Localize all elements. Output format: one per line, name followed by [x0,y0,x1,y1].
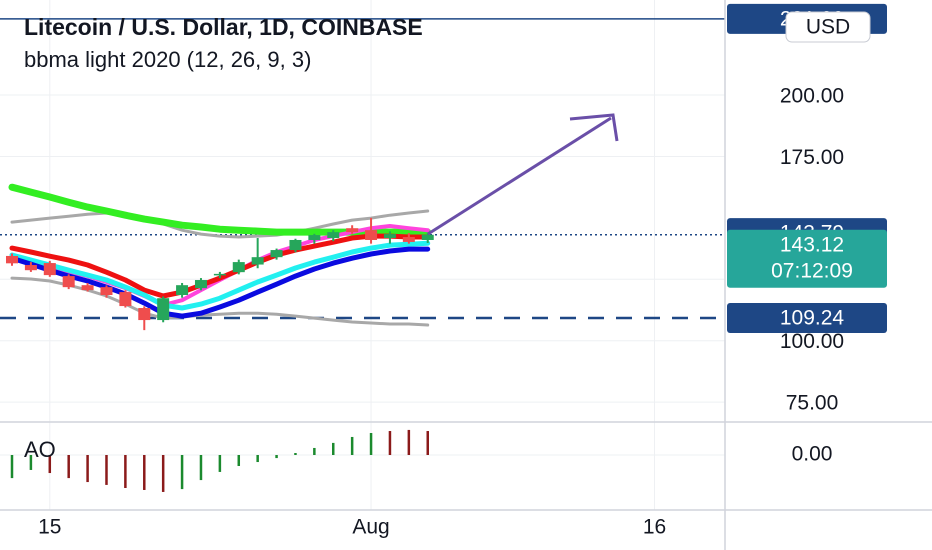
trend-arrow [427,113,619,236]
candle-body [81,285,94,291]
indicator-label: bbma light 2020 (12, 26, 9, 3) [24,47,311,72]
currency-button-frame[interactable] [785,11,871,43]
arrow-shaft [427,116,612,236]
candle-body [194,280,207,289]
candle-body [24,265,37,271]
indicator-line [9,240,431,311]
currency-button[interactable]: USD [785,11,871,43]
indicator-line [9,233,431,299]
candle-body [402,237,415,242]
candle-body [327,232,340,239]
candle-body [176,285,189,296]
candle-body [62,276,75,288]
y-tick-label: 0.00 [792,443,833,466]
indicator-line [8,183,432,236]
oscillator-label: AO [24,437,56,462]
x-tick-label: Aug [352,516,389,539]
countdown-label: 07:12:09 [771,259,853,282]
candle-body [289,239,302,251]
axes: 75.00100.00125.00175.00200.0015Aug160.00… [38,3,887,539]
x-tick-label: 15 [38,516,61,539]
candle-body [346,228,359,233]
arrow-head [569,113,619,142]
ao-pane [10,429,429,492]
price-box [727,302,887,333]
candle-body [383,234,396,239]
candle-body [232,262,245,273]
candle-body [421,234,434,240]
candle-body [251,257,264,265]
candle-body [270,250,283,258]
candle-body [138,308,151,321]
indicator-line [10,209,430,239]
y-tick-label: 200.00 [780,85,844,108]
candle-body [365,230,378,240]
x-tick-label: 16 [643,516,666,539]
candle-body [100,287,113,296]
y-tick-label: 175.00 [780,146,844,169]
indicator-line [10,276,430,327]
currency-label[interactable]: USD [806,16,850,39]
candle-body [43,263,56,276]
price-box-label: 143.12 [780,233,844,256]
chart-title: Litecoin / U.S. Dollar, 1D, COINBASE [24,14,423,40]
candle-body [5,255,18,264]
candle-body [157,298,170,321]
candle-body [308,235,321,240]
price-pane [0,18,725,331]
indicator-line [9,246,431,319]
price-box-label: 109.24 [780,307,845,330]
y-tick-label: 100.00 [780,330,844,353]
price-box [727,229,887,288]
y-tick-label: 75.00 [786,392,839,415]
candle-body [119,292,132,307]
candle-body [213,273,226,276]
